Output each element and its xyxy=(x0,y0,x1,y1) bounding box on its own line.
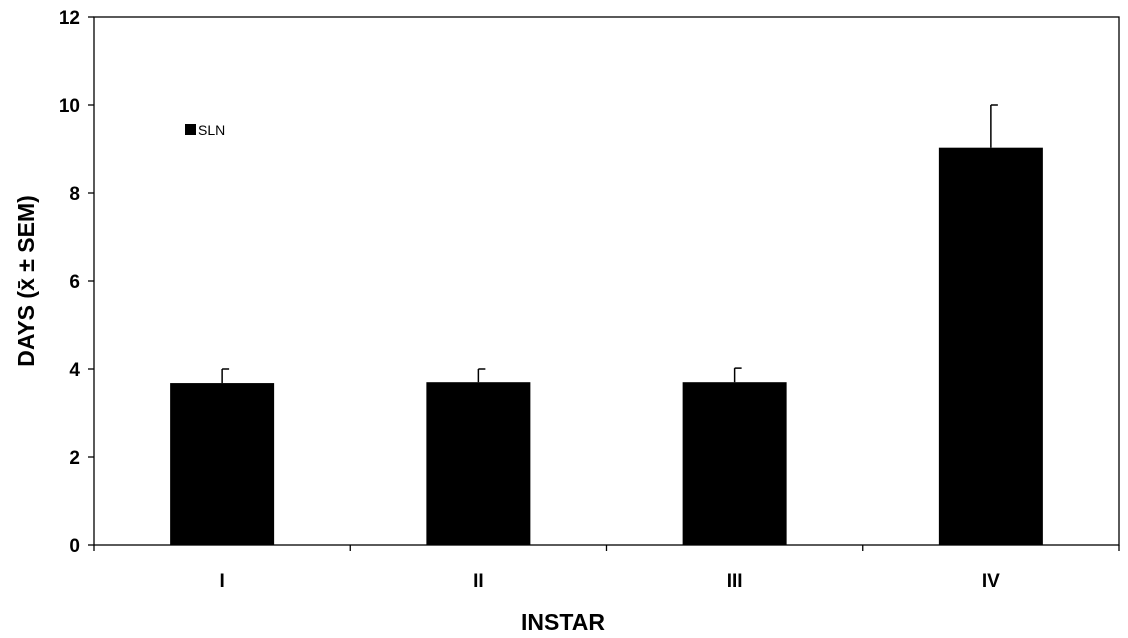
x-axis: I II III IV xyxy=(93,545,1120,592)
x-axis-title: INSTAR xyxy=(521,609,605,635)
x-tick-label: II xyxy=(473,571,484,592)
x-tick-label: I xyxy=(219,571,224,592)
y-tick-label: 0 xyxy=(69,536,80,557)
bar xyxy=(426,382,531,545)
bars xyxy=(170,104,1043,545)
bar xyxy=(682,382,787,545)
y-axis-title: DAYS (x̄ ± SEM) xyxy=(13,195,39,367)
y-tick-label: 10 xyxy=(59,96,80,117)
y-tick-label: 8 xyxy=(69,184,80,205)
legend-label-sln: SLN xyxy=(198,122,225,138)
x-tick-label: IV xyxy=(982,571,1000,592)
bar xyxy=(938,147,1043,545)
x-tick-label: III xyxy=(727,571,743,592)
y-axis: 0 2 4 6 8 10 12 xyxy=(59,8,94,557)
legend-swatch xyxy=(185,124,196,135)
legend: SLN xyxy=(185,122,225,138)
y-tick-label: 4 xyxy=(69,360,80,381)
bar xyxy=(170,383,275,545)
y-tick-label: 12 xyxy=(59,8,80,29)
y-tick-label: 6 xyxy=(69,272,80,293)
y-tick-label: 2 xyxy=(69,448,80,469)
